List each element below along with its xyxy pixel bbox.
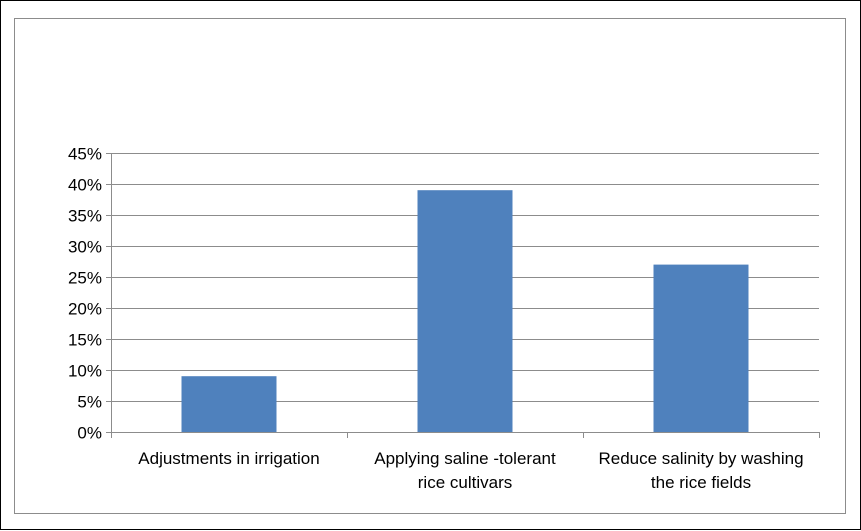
x-category-label: Adjustments in irrigation bbox=[138, 449, 319, 468]
bar bbox=[417, 190, 513, 432]
y-tick-label: 0% bbox=[77, 424, 102, 443]
y-tick-label: 45% bbox=[68, 145, 102, 164]
y-tick-label: 15% bbox=[68, 331, 102, 350]
y-tick-label: 35% bbox=[68, 207, 102, 226]
x-category-label: Applying saline -tolerant bbox=[374, 449, 556, 468]
y-tick-label: 20% bbox=[68, 300, 102, 319]
y-tick-label: 30% bbox=[68, 238, 102, 257]
x-category-label: Reduce salinity by washing bbox=[598, 449, 803, 468]
x-category-labels: Adjustments in irrigation Applying saline… bbox=[138, 449, 803, 492]
axes bbox=[106, 153, 820, 438]
x-category-label: rice cultivars bbox=[418, 473, 512, 492]
y-tick-label: 10% bbox=[68, 362, 102, 381]
x-category-label: the rice fields bbox=[651, 473, 751, 492]
bar bbox=[653, 264, 749, 432]
y-tick-label: 40% bbox=[68, 176, 102, 195]
bars bbox=[181, 190, 749, 432]
y-tick-label: 25% bbox=[68, 269, 102, 288]
y-tick-labels: 0% 5% 10% 15% 20% 25% 30% 35% 40% 45% bbox=[68, 145, 102, 443]
y-tick-label: 5% bbox=[77, 393, 102, 412]
bar bbox=[181, 376, 277, 432]
